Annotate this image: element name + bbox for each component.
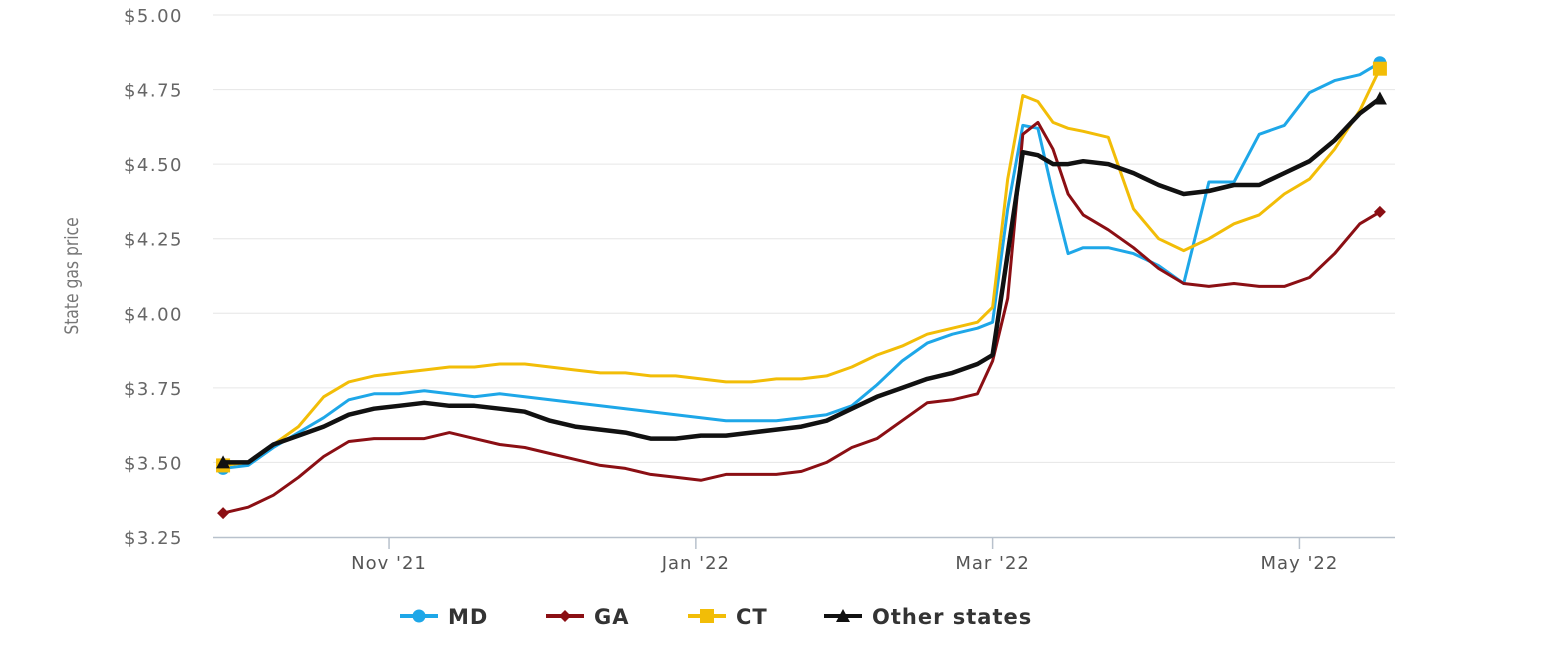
- legend: MD GA CT Other states: [400, 605, 1032, 629]
- legend-item[interactable]: Other states: [824, 605, 1032, 629]
- legend-marker: [836, 609, 850, 622]
- legend-marker: [559, 610, 571, 622]
- series-lines: [216, 56, 1387, 520]
- series-ga: [217, 120, 1386, 520]
- y-axis: $3.25 $3.50 $3.75 $4.00 $4.25 $4.50 $4.75 $5.00: [124, 6, 183, 549]
- x-tick-label: Mar '22: [955, 553, 1030, 574]
- legend-item[interactable]: GA: [546, 605, 630, 629]
- y-tick-label: $4.25: [124, 230, 183, 251]
- y-tick-label: $3.25: [124, 528, 183, 549]
- series-md: [216, 56, 1387, 475]
- legend-label: Other states: [872, 605, 1032, 629]
- x-axis: Nov '21 Jan '22 Mar '22 May '22: [213, 536, 1395, 574]
- y-tick-label: $4.75: [124, 81, 183, 102]
- x-tick-label: May '22: [1261, 553, 1339, 574]
- end-point-marker: [1372, 91, 1387, 105]
- x-tick-label: Nov '21: [351, 553, 427, 574]
- start-point-marker: [216, 455, 231, 469]
- series-other-states: [216, 91, 1387, 469]
- y-tick-label: $3.50: [124, 453, 183, 474]
- series-line: [221, 67, 1382, 467]
- y-tick-label: $4.00: [124, 304, 183, 325]
- legend-marker: [412, 609, 426, 623]
- end-point-marker: [1373, 205, 1386, 218]
- legend-marker: [700, 609, 714, 623]
- start-point-marker: [217, 507, 230, 520]
- y-tick-label: $4.50: [124, 155, 183, 176]
- legend-item[interactable]: MD: [400, 605, 488, 629]
- y-tick-label: $5.00: [124, 6, 183, 27]
- y-axis-label: State gas price: [62, 217, 84, 334]
- legend-label: CT: [736, 605, 768, 629]
- gridlines: [213, 14, 1395, 463]
- series-ct: [216, 61, 1387, 473]
- end-point-marker: [1372, 61, 1387, 76]
- legend-label: GA: [594, 605, 630, 629]
- y-tick-label: $3.75: [124, 379, 183, 400]
- x-tick-label: Jan '22: [661, 553, 730, 574]
- series-line: [221, 120, 1382, 515]
- legend-label: MD: [448, 605, 488, 629]
- legend-item[interactable]: CT: [688, 605, 768, 629]
- series-line: [220, 96, 1383, 465]
